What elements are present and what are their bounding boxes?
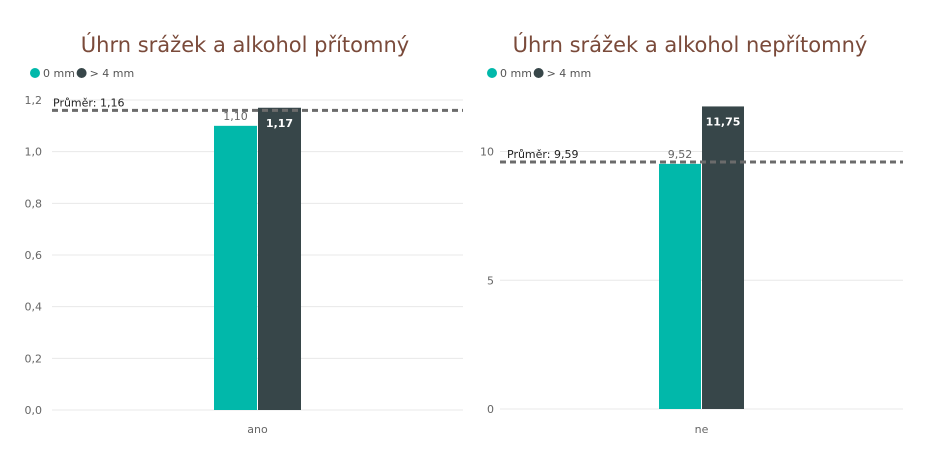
y-tick-label: 0,8 <box>25 197 43 210</box>
y-tick-label: 10 <box>480 146 494 159</box>
legend-label-1: > 4 mm <box>90 67 135 80</box>
legend-label-0: 0 mm <box>43 67 75 80</box>
legend-marker-0 <box>30 68 40 78</box>
legend-marker-0 <box>487 68 497 78</box>
legend-marker-1 <box>76 68 87 78</box>
average-label: Průměr: 9,59 <box>507 148 578 161</box>
y-tick-label: 0,0 <box>25 404 43 417</box>
data-label-0: 9,52 <box>668 148 693 161</box>
bar-1 <box>702 106 744 409</box>
data-label-1: 11,75 <box>706 115 741 128</box>
data-label-1: 1,17 <box>266 117 293 130</box>
y-tick-label: 0 <box>487 403 494 416</box>
data-label-0: 1,10 <box>223 110 248 123</box>
bar-0 <box>214 125 257 410</box>
y-tick-label: 1,2 <box>25 94 43 107</box>
y-tick-label: 1,0 <box>25 146 43 159</box>
legend-label-0: 0 mm <box>500 67 532 80</box>
chart-title: Úhrn srážek a alkohol nepřítomný <box>513 32 868 57</box>
bar-1 <box>258 107 301 410</box>
y-tick-label: 5 <box>487 274 494 287</box>
legend-label-1: > 4 mm <box>547 67 592 80</box>
average-label: Průměr: 1,16 <box>53 96 124 109</box>
bar-0 <box>659 163 701 409</box>
x-category-label: ne <box>695 423 709 436</box>
legend-marker-1 <box>533 68 544 78</box>
y-tick-label: 0,6 <box>25 249 43 262</box>
chart-title: Úhrn srážek a alkohol přítomný <box>81 32 409 57</box>
x-category-label: ano <box>247 423 268 436</box>
y-tick-label: 0,4 <box>25 301 43 314</box>
y-tick-label: 0,2 <box>25 352 43 365</box>
